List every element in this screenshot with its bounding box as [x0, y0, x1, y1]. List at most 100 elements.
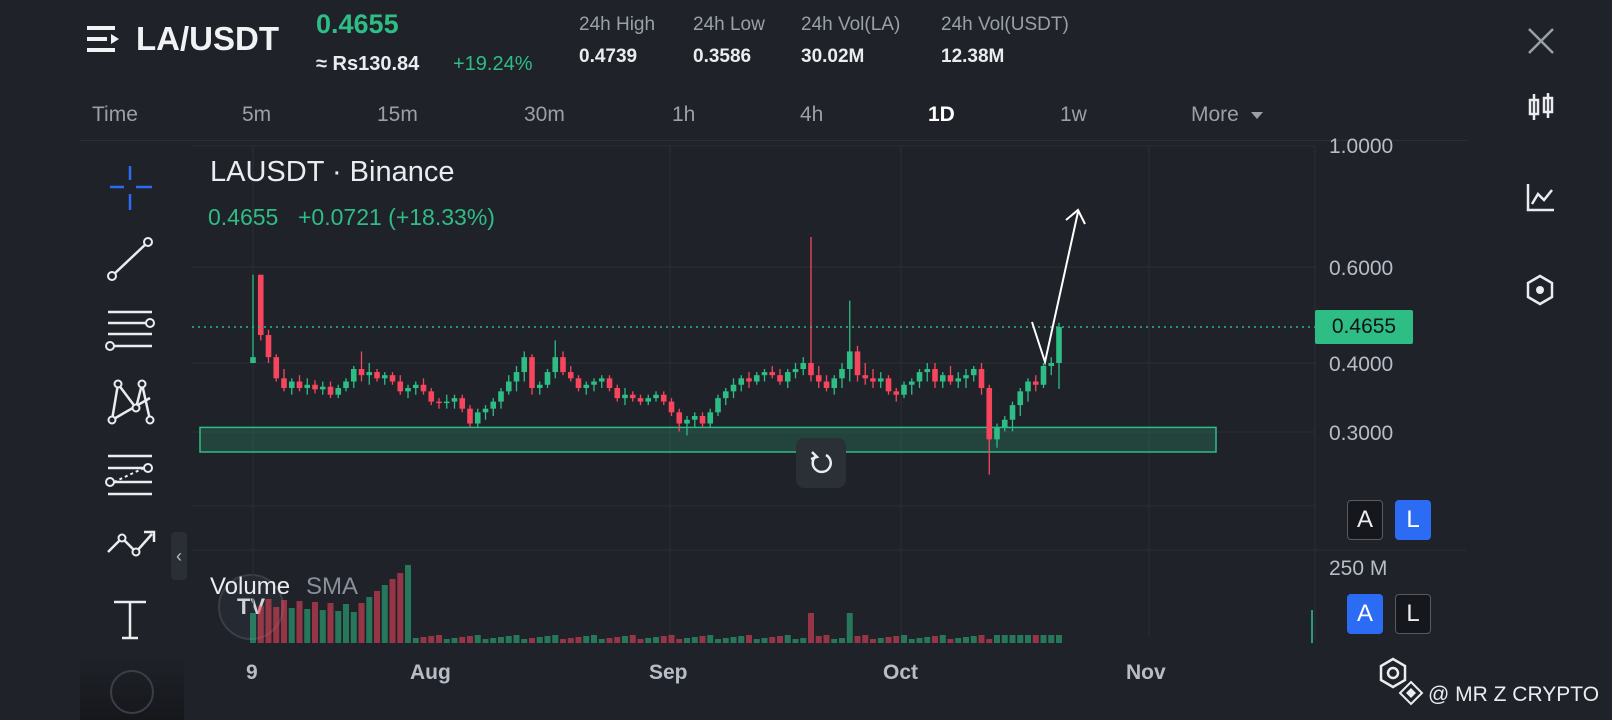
- tab-4h[interactable]: 4h: [800, 103, 824, 126]
- y-label-1: 1.0000: [1329, 135, 1394, 158]
- pair-title[interactable]: LA/USDT: [136, 20, 279, 57]
- candle-body: [684, 419, 690, 424]
- fib-tool-icon[interactable]: [104, 452, 156, 500]
- divider: [80, 140, 1467, 141]
- tab-more[interactable]: More: [1191, 103, 1263, 127]
- volume-bar: [916, 638, 923, 643]
- tab-30m[interactable]: 30m: [524, 103, 565, 126]
- volume-bar: [513, 635, 520, 643]
- candle-body: [273, 357, 280, 379]
- menu-icon[interactable]: [87, 24, 121, 54]
- x-label-nov: Nov: [1126, 661, 1166, 684]
- candle-body: [800, 363, 807, 370]
- candle-body: [304, 384, 311, 389]
- volume-bar: [800, 638, 807, 643]
- candle-body: [296, 381, 303, 389]
- candle-body: [877, 378, 884, 382]
- crosshair-icon[interactable]: [104, 164, 156, 212]
- volume-bar: [304, 609, 311, 643]
- candle-body: [343, 381, 349, 389]
- volume-bar: [552, 635, 559, 643]
- tab-time[interactable]: Time: [92, 103, 138, 126]
- price-auto-scale-button[interactable]: A: [1347, 500, 1383, 540]
- binance-logo-icon: [1398, 680, 1424, 706]
- candle-body: [676, 412, 683, 424]
- candle-body: [839, 369, 845, 379]
- volume-log-scale-button[interactable]: L: [1395, 594, 1431, 634]
- tab-15m[interactable]: 15m: [377, 103, 418, 126]
- candle-body: [862, 375, 869, 379]
- candle-body: [420, 384, 427, 392]
- pattern-tool-icon[interactable]: [104, 378, 156, 426]
- candle-body: [614, 388, 621, 399]
- candle-body: [257, 274, 264, 336]
- fiat-price: ≈ Rs130.84: [316, 53, 420, 75]
- reset-chart-button[interactable]: [796, 438, 846, 488]
- candle-body: [498, 391, 504, 402]
- volume-bar: [707, 635, 714, 643]
- candle-body: [660, 394, 667, 402]
- candle-body: [916, 372, 923, 382]
- candle-body: [1048, 363, 1055, 366]
- toolbar-collapse-button[interactable]: ‹: [171, 532, 187, 580]
- tab-5m[interactable]: 5m: [242, 103, 272, 126]
- candle-body: [645, 398, 652, 402]
- path-tool-icon[interactable]: [104, 526, 156, 566]
- volume-bar: [699, 636, 706, 643]
- volume-bar: [265, 599, 272, 643]
- volume-bar: [606, 638, 613, 643]
- price-log-scale-button[interactable]: L: [1395, 500, 1431, 540]
- candle-body: [699, 415, 706, 424]
- candle-body: [769, 372, 776, 376]
- candle-body: [1040, 365, 1047, 385]
- volume-bar: [505, 636, 512, 643]
- tab-1w[interactable]: 1w: [1060, 103, 1087, 126]
- volume-bar: [598, 639, 605, 643]
- volume-auto-scale-button[interactable]: A: [1347, 594, 1383, 634]
- indicator-chart-icon[interactable]: [1526, 182, 1556, 212]
- candle-body: [583, 384, 590, 389]
- candle-body: [288, 381, 295, 389]
- candle-body: [784, 372, 791, 382]
- volume-bar: [1009, 635, 1016, 643]
- candle-body: [1025, 381, 1031, 392]
- volume-bar: [591, 635, 597, 643]
- volume-bar: [1001, 635, 1008, 643]
- stat-label: 24h Vol(USDT): [941, 14, 1069, 35]
- candle-body: [281, 378, 287, 389]
- volume-bar: [459, 637, 466, 643]
- settings-gear-icon[interactable]: [1376, 656, 1410, 690]
- volume-bar: [885, 637, 892, 643]
- volume-bar: [529, 638, 535, 643]
- volume-bar: [862, 635, 869, 643]
- close-icon[interactable]: [1526, 26, 1556, 56]
- volume-bar: [614, 637, 621, 643]
- candle-body: [637, 398, 644, 402]
- text-tool-icon[interactable]: [104, 598, 156, 640]
- volume-bar: [405, 565, 411, 643]
- trend-line-icon[interactable]: [104, 236, 156, 284]
- candle-body: [629, 394, 636, 399]
- horizontal-lines-icon[interactable]: [104, 308, 156, 356]
- candle-body: [653, 394, 659, 399]
- tab-1d[interactable]: 1D: [928, 103, 955, 126]
- settings-hexagon-icon[interactable]: [1524, 274, 1556, 306]
- candle-body: [815, 375, 822, 382]
- candle-body: [381, 375, 388, 379]
- candle-body: [854, 351, 861, 376]
- volume-bar: [715, 639, 721, 643]
- candle-body: [529, 357, 535, 389]
- volume-bar: [358, 603, 365, 643]
- volume-bar: [281, 600, 287, 643]
- volume-axis-label: 250 M: [1329, 557, 1388, 580]
- candlestick-icon[interactable]: [1526, 92, 1556, 122]
- candle-body: [521, 357, 528, 373]
- candle-body: [753, 375, 760, 382]
- candle-body: [474, 412, 481, 424]
- candle-body: [730, 384, 737, 392]
- volume-bar: [924, 637, 931, 643]
- candle-body: [591, 381, 597, 385]
- tab-1h[interactable]: 1h: [672, 103, 696, 126]
- volume-bar: [436, 635, 442, 643]
